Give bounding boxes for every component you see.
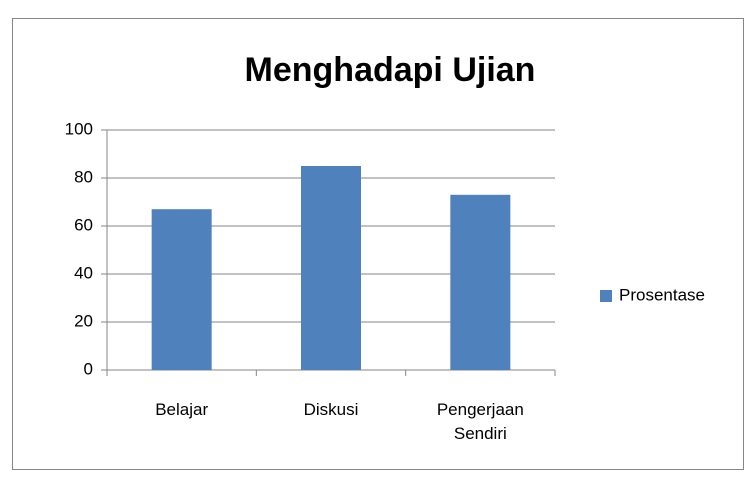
x-tick-label: Belajar [155, 400, 209, 419]
bar [450, 194, 511, 370]
bar [301, 166, 361, 370]
x-tick-label: Pengerjaan Sendiri [436, 400, 524, 443]
legend-label: Prosentase [619, 285, 705, 304]
y-tick-label: 0 [84, 359, 93, 378]
y-tick-label: 60 [74, 215, 93, 234]
y-tick-label: 20 [74, 311, 93, 330]
x-tick-label-box: Belajar [155, 400, 209, 419]
bar [151, 209, 212, 370]
x-tick-label: Diskusi [303, 400, 359, 419]
x-tick-label-box: Pengerjaan Sendiri [436, 400, 524, 443]
x-tick-label-box: Diskusi [303, 400, 359, 419]
chart-border [12, 18, 744, 470]
legend-swatch [600, 290, 612, 302]
y-tick-label: 100 [65, 119, 93, 138]
chart-title: Menghadapi Ujian [245, 51, 536, 89]
y-tick-label: 80 [74, 167, 93, 186]
y-tick-label: 40 [74, 263, 93, 282]
